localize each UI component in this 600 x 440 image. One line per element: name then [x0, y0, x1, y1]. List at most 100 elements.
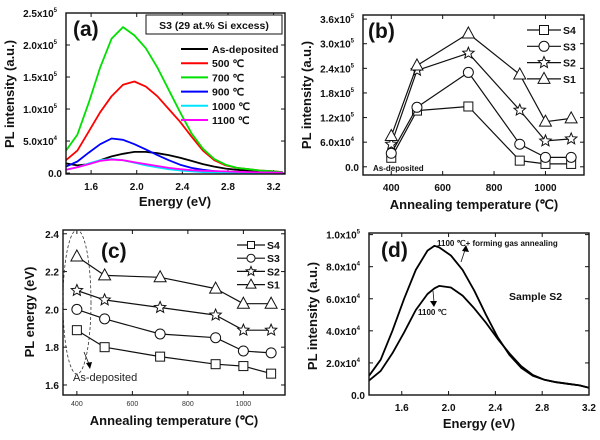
y-tick-exponent: 5 — [351, 14, 355, 20]
annotation-forming-gas: 1100 ℃+ forming gas annealing — [437, 239, 558, 248]
data-point-s2 — [69, 283, 84, 297]
data-point-s4 — [99, 342, 110, 353]
y-tick-label: 1.6 — [45, 381, 59, 392]
series-line-s1 — [76, 256, 272, 305]
data-point-s3 — [411, 101, 423, 113]
data-point-s2 — [564, 131, 579, 145]
x-tick-label: 600 — [434, 183, 451, 194]
y-tick-mantissa: 2.4 — [45, 230, 59, 241]
y-tick-mantissa: 2.5x10 — [23, 9, 54, 20]
arrow-line — [460, 249, 466, 263]
data-point-s1 — [97, 267, 112, 281]
x-tick-label: 400 — [71, 401, 83, 408]
y-axis-title: PL energy (eV) — [22, 267, 37, 358]
y-tick-exponent: 5 — [54, 104, 58, 110]
y-axis-title: PL intensity (a.u.) — [2, 40, 17, 148]
y-tick-mantissa: 2.0x10 — [23, 41, 54, 52]
y-tick-exponent: 5 — [351, 63, 355, 69]
x-tick-label: 1000 — [236, 401, 252, 408]
y-tick-exponent: 4 — [357, 358, 361, 364]
data-point-s4 — [71, 325, 82, 336]
series-line-1100-forming-gas-annealing — [369, 244, 589, 389]
arrow-line — [432, 290, 435, 303]
x-tick-label: 800 — [486, 183, 503, 194]
data-point-s4 — [514, 155, 525, 166]
x-tick-label: 3.2 — [267, 182, 281, 193]
panel-b: 400 600 800 10000.06.0x1041.2x1051.8x1052.4… — [299, 14, 585, 212]
y-tick-exponent: 5 — [351, 113, 355, 119]
as-deposited-ellipse — [62, 229, 92, 375]
y-tick-label: 0.0 — [48, 169, 62, 180]
y-tick-mantissa: 0.0 — [351, 391, 365, 402]
legend-marker — [246, 253, 256, 263]
y-tick-exponent: 4 — [357, 294, 361, 300]
legend-label: S2 — [267, 266, 280, 278]
y-tick-mantissa: 6.0x10 — [320, 138, 351, 149]
data-point-s3 — [565, 151, 577, 163]
data-point-s1 — [236, 296, 251, 309]
data-point-s2 — [264, 322, 279, 337]
data-point-s1 — [512, 66, 527, 80]
y-tick-exponent: 5 — [357, 230, 361, 236]
series-line-500- — [66, 80, 283, 173]
y-tick-exponent: 4 — [54, 136, 58, 142]
panel-label: (b) — [368, 20, 395, 43]
y-tick-label: 0.0 — [345, 163, 359, 174]
y-tick-exponent: 5 — [351, 39, 355, 45]
data-point-s3 — [71, 303, 83, 315]
y-tick-label: 6.0x104 — [320, 137, 355, 149]
data-point-s3 — [210, 332, 222, 344]
y-tick-label: 2.0 — [45, 305, 59, 316]
x-tick-label: 3.2 — [582, 403, 596, 414]
series-line-1100- — [66, 158, 283, 174]
y-tick-label: 0.0 — [351, 391, 365, 402]
y-tick-mantissa: 6.0x10 — [326, 295, 357, 306]
data-point-s2 — [153, 300, 168, 314]
legend-marker — [245, 278, 257, 289]
panel-label: (d) — [381, 239, 408, 262]
series-line-s1 — [390, 32, 572, 137]
y-axis-title: PL intensity (a.u.) — [305, 262, 320, 370]
y-tick-label: 6.0x104 — [326, 294, 361, 306]
panel-label: (c) — [101, 240, 127, 263]
panel-c: 400 600 800 1000 1.6 1.8 2.0 2.2 2.4 (c) Annealing… — [22, 229, 286, 428]
data-point-s2 — [538, 133, 553, 147]
data-point-s2 — [97, 292, 112, 306]
arrow-head-icon — [462, 245, 469, 252]
x-tick-label: 1000 — [534, 183, 557, 194]
y-tick-label: 2.2 — [45, 268, 59, 279]
y-tick-label: 3.0x105 — [320, 39, 355, 51]
legend-marker — [537, 71, 551, 84]
data-point-s1 — [564, 110, 578, 124]
y-tick-label: 1.8 — [45, 343, 59, 354]
data-point-s4 — [266, 368, 277, 379]
legend-label: 1000 ℃ — [212, 101, 250, 113]
panel-d: 1.6 2.0 2.4 2.8 3.20.02.0x1044.0x1046.0x1048… — [305, 230, 596, 431]
data-point-s3 — [265, 347, 277, 359]
x-tick-label: 2.4 — [488, 403, 502, 414]
data-point-s2 — [208, 307, 223, 321]
data-point-s3 — [514, 138, 526, 150]
y-tick-label: 1.5x105 — [23, 72, 58, 84]
y-tick-exponent: 5 — [54, 8, 58, 14]
legend-marker — [539, 25, 549, 35]
legend-label: S2 — [563, 58, 576, 70]
y-tick-label: 1.2x105 — [320, 113, 355, 125]
y-tick-mantissa: 1.0x10 — [326, 231, 357, 242]
legend-label: 700 ℃ — [212, 72, 244, 84]
y-tick-label: 2.4 — [45, 230, 59, 241]
data-point-s1 — [384, 128, 399, 142]
y-tick-mantissa: 4.0x10 — [326, 327, 357, 338]
y-tick-exponent: 4 — [357, 262, 361, 268]
y-tick-mantissa: 2.4x10 — [320, 64, 351, 75]
annotation-as-deposited: As-deposited — [73, 372, 137, 384]
data-point-s3 — [539, 151, 551, 163]
x-axis-title: Energy (eV) — [443, 416, 515, 431]
y-tick-mantissa: 1.5x10 — [23, 73, 54, 84]
x-tick-label: 1.6 — [84, 182, 98, 193]
data-point-s2 — [512, 102, 527, 117]
legend-marker — [247, 241, 255, 249]
y-tick-mantissa: 2.0x10 — [326, 359, 357, 370]
plot-frame — [65, 12, 286, 175]
legend-marker — [538, 40, 550, 52]
